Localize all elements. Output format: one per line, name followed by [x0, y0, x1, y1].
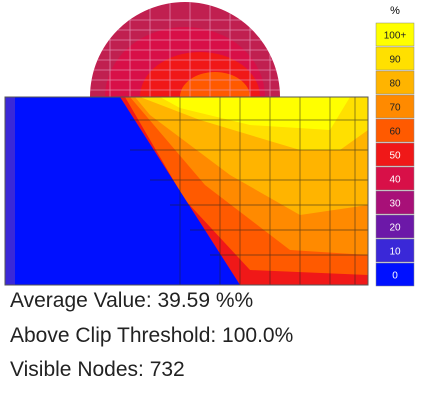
legend-label: 30 [389, 199, 401, 210]
legend-swatch [375, 190, 415, 215]
legend-swatch [375, 70, 415, 95]
legend-label: 0 [392, 271, 398, 282]
plot-frame [4, 96, 369, 286]
legend-label: 60 [389, 127, 401, 138]
stat-line: Visible Nodes: 732 [10, 358, 185, 381]
legend: 100+ 90 80 70 60 50 40 30 20 10 0 [375, 22, 415, 287]
legend-swatch [375, 46, 415, 71]
stat-line: Above Clip Threshold: 100.0% [10, 324, 294, 347]
legend-label: 100+ [384, 31, 407, 42]
legend-swatch [375, 238, 415, 263]
contour [5, 97, 368, 285]
legend-label: 80 [389, 79, 401, 90]
legend-swatch [375, 94, 415, 119]
legend-label: 90 [389, 55, 401, 66]
legend-swatch [375, 118, 415, 143]
legend-swatch [375, 262, 415, 287]
stat-line: Average Value: 39.59 %% [10, 289, 254, 312]
legend-label: 10 [389, 247, 401, 258]
legend-label: 50 [389, 151, 401, 162]
legend-label: 20 [389, 223, 401, 234]
legend-title: % [390, 5, 400, 17]
legend-swatch [375, 166, 415, 191]
legend-label: 40 [389, 175, 401, 186]
legend-label: 70 [389, 103, 401, 114]
legend-swatch [375, 142, 415, 167]
legend-swatch [375, 214, 415, 239]
legend-swatch [375, 22, 415, 47]
